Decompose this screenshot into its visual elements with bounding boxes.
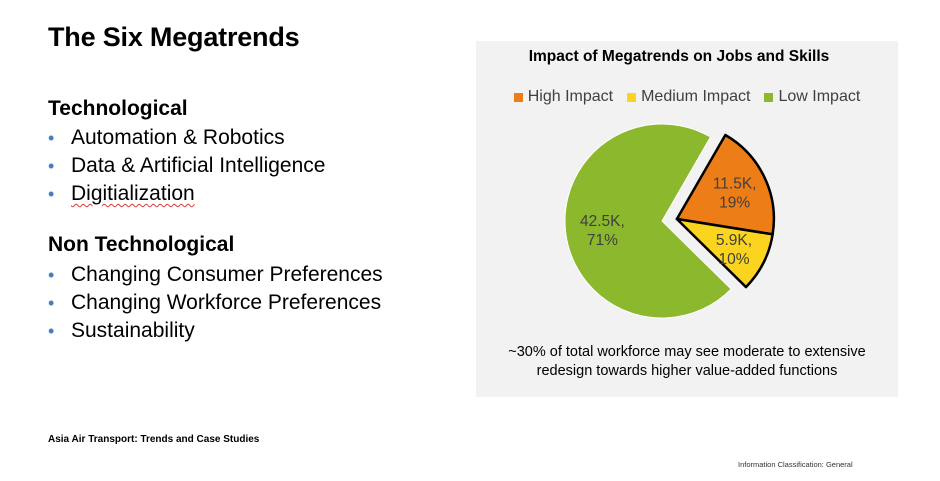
bullet-icon: • [48, 156, 55, 176]
slide-title: The Six Megatrends [48, 22, 300, 52]
list-item-label: Automation & Robotics [71, 126, 285, 149]
bullet-icon: • [48, 265, 55, 285]
pie-value-label: 11.5K, [713, 175, 757, 192]
pie-slice-high-impact[interactable] [675, 133, 776, 236]
list-item: • Automation & Robotics [48, 124, 325, 152]
classification-footer: Information Classification: General [738, 460, 853, 469]
legend-label: High Impact [527, 88, 614, 105]
chart-note-line: redesign towards higher value-added func… [536, 363, 838, 379]
legend-label: Medium Impact [641, 88, 751, 105]
legend-swatch [764, 92, 774, 102]
pie-value-label: 42.5K, [580, 213, 625, 230]
list-item-label: Changing Consumer Preferences [71, 263, 383, 286]
bullet-icon: • [48, 184, 55, 204]
pie-slice-low-impact[interactable] [564, 123, 732, 319]
legend-item-low-impact: Low Impact [764, 88, 860, 106]
list-item: • Data & Artificial Intelligence [48, 152, 325, 180]
legend-label: Low Impact [778, 88, 861, 105]
section-heading-non-technological: Non Technological [48, 233, 235, 256]
source-footer: Asia Air Transport: Trends and Case Stud… [48, 434, 260, 445]
legend-swatch [513, 92, 523, 102]
section-heading-technological: Technological [48, 97, 188, 120]
pie-percent-label: 19% [719, 194, 750, 211]
bullet-icon: • [48, 321, 55, 341]
chart-legend: High Impact Medium Impact Low Impact [476, 88, 898, 106]
list-item: • Digitialization [48, 180, 325, 208]
pie-data-label: 11.5K, 19% [713, 175, 757, 211]
bullet-icon: • [48, 128, 55, 148]
legend-item-medium-impact: Medium Impact [627, 88, 750, 106]
pie-value-label: 5.9K, [716, 232, 752, 249]
list-item-label: Data & Artificial Intelligence [71, 154, 326, 177]
list-item: • Changing Consumer Preferences [48, 261, 383, 289]
pie-chart-panel[interactable]: Impact of Megatrends on Jobs and Skills … [476, 41, 898, 397]
pie-data-label: 42.5K, 71% [580, 213, 625, 249]
chart-title: Impact of Megatrends on Jobs and Skills [528, 48, 830, 65]
pie-percent-label: 71% [587, 232, 618, 249]
list-item-label: Sustainability [71, 319, 195, 342]
technological-list: • Automation & Robotics • Data & Artific… [48, 124, 325, 208]
chart-note: ~30% of total workforce may see moderate… [476, 343, 898, 381]
list-item: • Sustainability [48, 317, 383, 345]
list-item-label: Changing Workforce Preferences [71, 291, 382, 314]
legend-swatch [627, 92, 637, 102]
bullet-icon: • [48, 293, 55, 313]
pie-percent-label: 10% [718, 251, 749, 268]
pie-data-label: 5.9K, 10% [716, 232, 752, 268]
chart-note-line: ~30% of total workforce may see moderate… [508, 344, 866, 360]
legend-item-high-impact: High Impact [513, 88, 614, 106]
list-item-label-misspelled[interactable]: Digitialization [71, 182, 195, 205]
list-item: • Changing Workforce Preferences [48, 289, 383, 317]
non-technological-list: • Changing Consumer Preferences • Changi… [48, 261, 383, 345]
pie-slice-medium-impact[interactable] [675, 217, 774, 289]
pie-chart: 11.5K, 19% 5.9K, 10% 42.5K, 71% [564, 123, 776, 319]
